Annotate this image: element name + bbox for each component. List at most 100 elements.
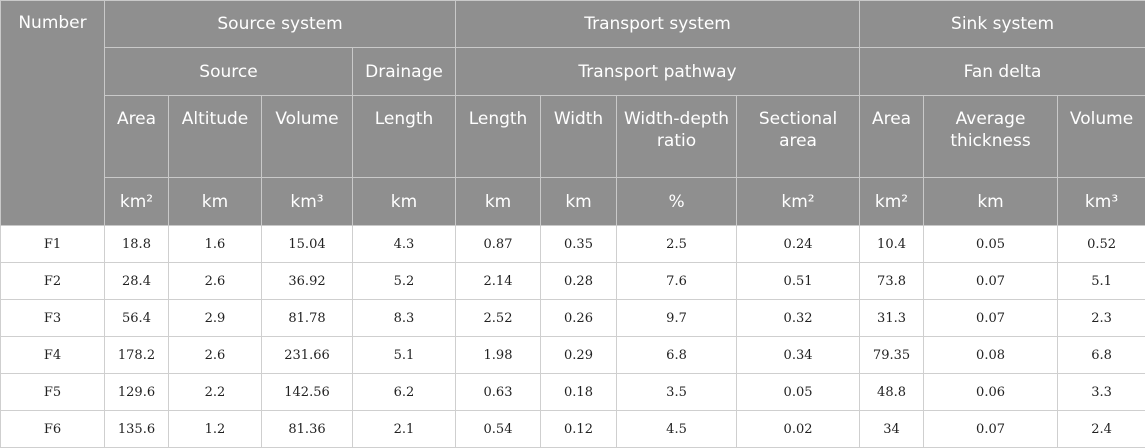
table-cell: 56.4 (105, 300, 169, 337)
unit-sectional-area: km² (737, 178, 860, 226)
table-cell: 0.18 (541, 374, 617, 411)
table-cell: 178.2 (105, 337, 169, 374)
table-cell: 2.4 (1058, 411, 1145, 448)
col-source-area: Area (105, 96, 169, 178)
table-row: F5 129.6 2.2 142.56 6.2 0.63 0.18 3.5 0.… (1, 374, 1145, 411)
table-cell: 0.12 (541, 411, 617, 448)
header-fan-delta: Fan delta (860, 48, 1145, 96)
unit-width-depth-ratio: % (617, 178, 737, 226)
table-cell: 231.66 (262, 337, 353, 374)
table-row: F3 56.4 2.9 81.78 8.3 2.52 0.26 9.7 0.32… (1, 300, 1145, 337)
cell-number: F1 (1, 226, 105, 263)
table-cell: 0.35 (541, 226, 617, 263)
table-cell: 2.1 (353, 411, 456, 448)
table-cell: 6.8 (617, 337, 737, 374)
table-cell: 2.6 (169, 263, 262, 300)
table-cell: 0.63 (456, 374, 541, 411)
table-row: F4 178.2 2.6 231.66 5.1 1.98 0.29 6.8 0.… (1, 337, 1145, 374)
header-sink-system: Sink system (860, 1, 1145, 48)
table-cell: 79.35 (860, 337, 924, 374)
col-fan-area: Area (860, 96, 924, 178)
table-cell: 129.6 (105, 374, 169, 411)
table-cell: 0.29 (541, 337, 617, 374)
cell-number: F2 (1, 263, 105, 300)
table-cell: 2.3 (1058, 300, 1145, 337)
unit-source-volume: km³ (262, 178, 353, 226)
table-cell: 0.05 (737, 374, 860, 411)
table-cell: 81.36 (262, 411, 353, 448)
table-cell: 0.54 (456, 411, 541, 448)
table-cell: 81.78 (262, 300, 353, 337)
table-cell: 18.8 (105, 226, 169, 263)
header-source: Source (105, 48, 353, 96)
table-cell: 73.8 (860, 263, 924, 300)
table-header: Number Source system Transport system Si… (1, 1, 1145, 226)
table-cell: 4.3 (353, 226, 456, 263)
table-cell: 7.6 (617, 263, 737, 300)
table-cell: 0.24 (737, 226, 860, 263)
header-transport-system: Transport system (456, 1, 860, 48)
table-row: F6 135.6 1.2 81.36 2.1 0.54 0.12 4.5 0.0… (1, 411, 1145, 448)
table-cell: 135.6 (105, 411, 169, 448)
table-row: F2 28.4 2.6 36.92 5.2 2.14 0.28 7.6 0.51… (1, 263, 1145, 300)
cell-number: F3 (1, 300, 105, 337)
table-cell: 0.07 (924, 411, 1058, 448)
table-cell: 1.6 (169, 226, 262, 263)
table-cell: 0.26 (541, 300, 617, 337)
table-cell: 15.04 (262, 226, 353, 263)
table-cell: 6.8 (1058, 337, 1145, 374)
table-cell: 48.8 (860, 374, 924, 411)
table-cell: 5.1 (1058, 263, 1145, 300)
unit-source-altitude: km (169, 178, 262, 226)
unit-fan-area: km² (860, 178, 924, 226)
table-cell: 28.4 (105, 263, 169, 300)
table-cell: 4.5 (617, 411, 737, 448)
unit-source-area: km² (105, 178, 169, 226)
unit-pathway-length: km (456, 178, 541, 226)
table-cell: 0.32 (737, 300, 860, 337)
table-cell: 36.92 (262, 263, 353, 300)
table-cell: 0.07 (924, 300, 1058, 337)
col-pathway-length: Length (456, 96, 541, 178)
unit-drainage-length: km (353, 178, 456, 226)
header-drainage: Drainage (353, 48, 456, 96)
table-cell: 2.9 (169, 300, 262, 337)
col-source-altitude: Altitude (169, 96, 262, 178)
table-cell: 0.34 (737, 337, 860, 374)
cell-number: F6 (1, 411, 105, 448)
table-body: F1 18.8 1.6 15.04 4.3 0.87 0.35 2.5 0.24… (1, 226, 1145, 448)
table-cell: 0.87 (456, 226, 541, 263)
table-cell: 0.51 (737, 263, 860, 300)
table-cell: 6.2 (353, 374, 456, 411)
table-cell: 3.3 (1058, 374, 1145, 411)
unit-fan-volume: km³ (1058, 178, 1145, 226)
col-pathway-width: Width (541, 96, 617, 178)
table-cell: 1.2 (169, 411, 262, 448)
col-fan-volume: Volume (1058, 96, 1145, 178)
table-cell: 0.05 (924, 226, 1058, 263)
col-average-thickness: Average thickness (924, 96, 1058, 178)
cell-number: F4 (1, 337, 105, 374)
unit-average-thickness: km (924, 178, 1058, 226)
table-cell: 5.2 (353, 263, 456, 300)
table-cell: 142.56 (262, 374, 353, 411)
header-number: Number (1, 1, 105, 226)
table-cell: 0.52 (1058, 226, 1145, 263)
table-cell: 0.07 (924, 263, 1058, 300)
col-width-depth-ratio: Width-depth ratio (617, 96, 737, 178)
table-cell: 0.28 (541, 263, 617, 300)
table-cell: 0.06 (924, 374, 1058, 411)
table-cell: 9.7 (617, 300, 737, 337)
table-cell: 2.5 (617, 226, 737, 263)
header-transport-pathway: Transport pathway (456, 48, 860, 96)
table-cell: 1.98 (456, 337, 541, 374)
table-row: F1 18.8 1.6 15.04 4.3 0.87 0.35 2.5 0.24… (1, 226, 1145, 263)
table-cell: 34 (860, 411, 924, 448)
header-source-system: Source system (105, 1, 456, 48)
table-cell: 31.3 (860, 300, 924, 337)
table-cell: 0.02 (737, 411, 860, 448)
table-cell: 2.52 (456, 300, 541, 337)
unit-pathway-width: km (541, 178, 617, 226)
table-cell: 3.5 (617, 374, 737, 411)
